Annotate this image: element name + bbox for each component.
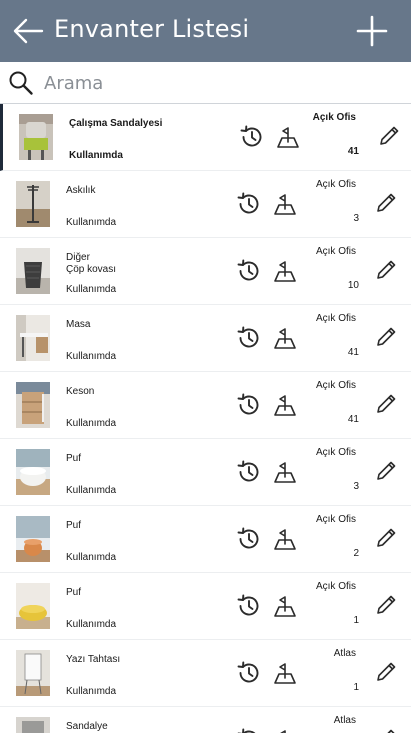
page-title: Envanter Listesi bbox=[54, 15, 250, 43]
item-count: 3 bbox=[353, 481, 359, 492]
item-name: Masa bbox=[66, 319, 91, 330]
plus-icon[interactable] bbox=[356, 15, 388, 47]
item-count: 3 bbox=[353, 213, 359, 224]
item-thumbnail bbox=[16, 315, 50, 361]
item-status: Kullanımda bbox=[66, 485, 117, 496]
history-icon[interactable] bbox=[236, 593, 262, 619]
item-thumbnail bbox=[16, 516, 50, 562]
location-marker-icon[interactable] bbox=[273, 527, 297, 551]
list-item[interactable]: Puf Kullanımda Açık Ofis 2 bbox=[0, 506, 411, 573]
item-status: Kullanımda bbox=[66, 552, 117, 563]
item-name: Askılık bbox=[66, 185, 96, 196]
item-location: Açık Ofis bbox=[315, 313, 356, 324]
history-icon[interactable] bbox=[236, 258, 262, 284]
item-thumbnail bbox=[16, 181, 50, 227]
item-thumbnail bbox=[16, 650, 50, 696]
pencil-icon[interactable] bbox=[374, 727, 398, 733]
pencil-icon[interactable] bbox=[374, 258, 398, 282]
item-status: Kullanımda bbox=[66, 619, 117, 630]
item-status: Kullanımda bbox=[66, 284, 117, 295]
item-location: Açık Ofis bbox=[315, 581, 356, 592]
pencil-icon[interactable] bbox=[374, 660, 398, 684]
search-bar bbox=[0, 62, 411, 104]
item-status: Kullanımda bbox=[66, 351, 117, 362]
pencil-icon[interactable] bbox=[374, 191, 398, 215]
item-name: Keson bbox=[66, 386, 95, 397]
item-name: Diğer Çöp kovası bbox=[66, 252, 117, 275]
list-item[interactable]: Puf Kullanımda Açık Ofis 3 bbox=[0, 439, 411, 506]
item-thumbnail bbox=[16, 449, 50, 495]
history-icon[interactable] bbox=[236, 526, 262, 552]
pencil-icon[interactable] bbox=[374, 526, 398, 550]
item-thumbnail bbox=[16, 717, 50, 733]
item-status: Kullanımda bbox=[66, 217, 117, 228]
list-item[interactable]: Diğer Çöp kovası Kullanımda Açık Ofis 10 bbox=[0, 238, 411, 305]
location-marker-icon[interactable] bbox=[273, 326, 297, 350]
item-name: Puf bbox=[66, 520, 82, 531]
location-marker-icon[interactable] bbox=[273, 728, 297, 733]
item-location: Atlas bbox=[333, 715, 356, 726]
item-thumbnail bbox=[19, 114, 53, 160]
location-marker-icon[interactable] bbox=[273, 594, 297, 618]
pencil-icon[interactable] bbox=[374, 392, 398, 416]
list-item[interactable]: Çalışma Sandalyesi Kullanımda Açık Ofis … bbox=[0, 104, 411, 171]
search-input[interactable] bbox=[44, 68, 394, 98]
app-header: Envanter Listesi bbox=[0, 0, 411, 62]
location-marker-icon[interactable] bbox=[273, 259, 297, 283]
location-marker-icon[interactable] bbox=[273, 393, 297, 417]
item-count: 10 bbox=[347, 280, 359, 291]
list-item[interactable]: Keson Kullanımda Açık Ofis 41 bbox=[0, 372, 411, 439]
item-location: Açık Ofis bbox=[315, 447, 356, 458]
item-count: 1 bbox=[353, 615, 359, 626]
location-marker-icon[interactable] bbox=[273, 661, 297, 685]
item-name: Yazı Tahtası bbox=[66, 654, 121, 665]
location-marker-icon[interactable] bbox=[273, 192, 297, 216]
item-location: Açık Ofis bbox=[315, 179, 356, 190]
item-count: 41 bbox=[347, 347, 359, 358]
item-name: Puf bbox=[66, 587, 82, 598]
pencil-icon[interactable] bbox=[377, 124, 401, 148]
history-icon[interactable] bbox=[236, 660, 262, 686]
item-location: Atlas bbox=[333, 648, 356, 659]
list-item[interactable]: Sandalye Atlas bbox=[0, 707, 411, 733]
list-item[interactable]: Puf Kullanımda Açık Ofis 1 bbox=[0, 573, 411, 640]
back-arrow-icon[interactable] bbox=[10, 13, 46, 49]
item-count: 2 bbox=[353, 548, 359, 559]
pencil-icon[interactable] bbox=[374, 325, 398, 349]
inventory-list: Çalışma Sandalyesi Kullanımda Açık Ofis … bbox=[0, 104, 411, 733]
list-item[interactable]: Yazı Tahtası Kullanımda Atlas 1 bbox=[0, 640, 411, 707]
item-location: Açık Ofis bbox=[315, 514, 356, 525]
item-name: Puf bbox=[66, 453, 82, 464]
item-name: Sandalye bbox=[66, 721, 108, 732]
item-status: Kullanımda bbox=[66, 418, 117, 429]
history-icon[interactable] bbox=[236, 727, 262, 733]
history-icon[interactable] bbox=[236, 392, 262, 418]
item-location: Açık Ofis bbox=[312, 112, 356, 123]
location-marker-icon[interactable] bbox=[276, 125, 300, 149]
item-status: Kullanımda bbox=[66, 686, 117, 697]
history-icon[interactable] bbox=[236, 191, 262, 217]
search-icon bbox=[9, 71, 33, 95]
item-name: Çalışma Sandalyesi bbox=[69, 118, 163, 129]
history-icon[interactable] bbox=[239, 124, 265, 150]
history-icon[interactable] bbox=[236, 459, 262, 485]
item-count: 41 bbox=[347, 414, 359, 425]
list-item[interactable]: Masa Kullanımda Açık Ofis 41 bbox=[0, 305, 411, 372]
item-location: Açık Ofis bbox=[315, 380, 356, 391]
location-marker-icon[interactable] bbox=[273, 460, 297, 484]
list-item[interactable]: Askılık Kullanımda Açık Ofis 3 bbox=[0, 171, 411, 238]
item-thumbnail bbox=[16, 583, 50, 629]
history-icon[interactable] bbox=[236, 325, 262, 351]
item-thumbnail bbox=[16, 248, 50, 294]
item-count: 41 bbox=[347, 146, 359, 157]
item-thumbnail bbox=[16, 382, 50, 428]
pencil-icon[interactable] bbox=[374, 459, 398, 483]
item-count: 1 bbox=[353, 682, 359, 693]
item-location: Açık Ofis bbox=[315, 246, 356, 257]
pencil-icon[interactable] bbox=[374, 593, 398, 617]
item-status: Kullanımda bbox=[69, 150, 123, 161]
